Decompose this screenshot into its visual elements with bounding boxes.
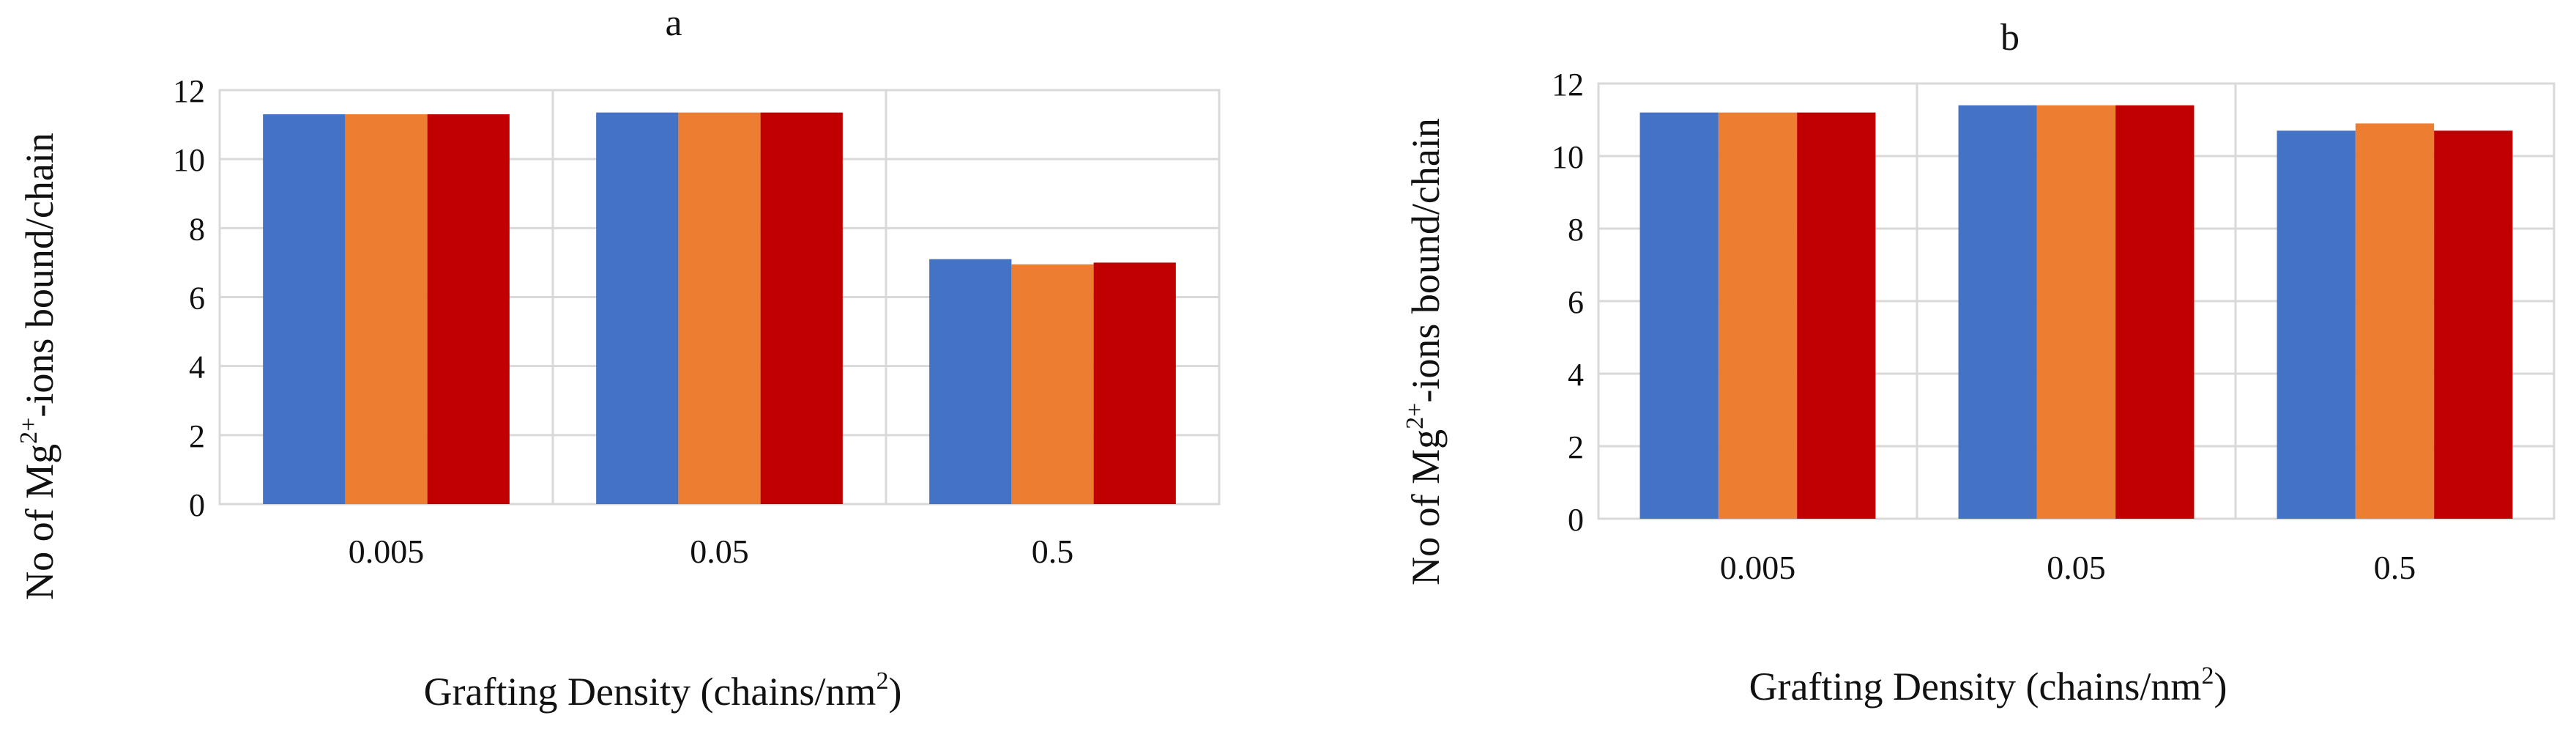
chart-b-y-tick-label: 6 [1568,284,1584,320]
chart-a-y-tick-label: 6 [189,281,205,317]
chart-b-bar [1718,112,1798,519]
chart-a-bar [596,112,679,504]
chart-b-bar [2434,130,2513,519]
chart-a-y-axis-label-main: No of Mg [18,444,62,600]
chart-a-y-tick-label: 8 [189,211,205,247]
chart-b-y-tick-labels: 0 2 4 6 8 10 12 [1552,67,1584,538]
chart-a-x-tick-label: 0.5 [1032,533,1074,570]
chart-b-x-axis-label-main: Grafting Density (chains/nm [1749,665,2202,708]
chart-a-x-tick-label: 0.005 [349,533,425,570]
chart-b-bar [2277,130,2356,519]
chart-b-bar [2115,105,2195,519]
chart-panel-a: 0 2 4 6 8 10 12 0.005 0.05 0.5 a No of Mg2+-ions… [0,0,1289,736]
chart-b-bar [1958,105,2037,519]
chart-a-x-axis-label: Grafting Density (chains/nm2) [424,667,902,714]
chart-a-x-axis-label-end: ) [888,670,901,714]
chart-b-bars [1639,105,2513,519]
chart-b-x-axis-label-sup: 2 [2201,662,2214,689]
chart-b-bar [1797,112,1876,519]
chart-a-y-axis-label-end: -ions bound/chain [18,133,62,417]
chart-a-y-tick-label: 12 [173,73,205,109]
chart-b-y-tick-label: 2 [1568,429,1584,465]
chart-a-bar [427,114,510,505]
chart-b-y-tick-label: 8 [1568,212,1584,248]
chart-b-x-axis-label-end: ) [2214,665,2227,708]
chart-a-x-tick-label: 0.05 [690,533,749,570]
chart-b-y-tick-label: 12 [1552,67,1584,103]
chart-a-x-axis-label-main: Grafting Density (chains/nm [424,670,876,714]
chart-b-title: b [2000,17,2020,59]
chart-a-bar [929,259,1012,504]
chart-a-y-axis-label: No of Mg2+-ions bound/chain [15,133,62,600]
chart-a-bar [263,114,346,505]
chart-a-title: a [665,2,682,44]
chart-panel-b: 0 2 4 6 8 10 12 0.005 0.05 0.5 b No of Mg2+-ions… [1289,0,2576,736]
chart-b-y-tick-label: 0 [1568,502,1584,538]
chart-a-x-axis-label-sup: 2 [876,667,888,695]
chart-a-y-tick-label: 2 [189,418,205,454]
chart-b-bar [2036,105,2116,519]
chart-a-bar [1093,262,1176,504]
chart-a-bar [345,114,428,505]
chart-b-y-axis-label-main: No of Mg [1404,429,1448,585]
chart-b-x-tick-labels: 0.005 0.05 0.5 [1720,549,2416,586]
chart-a-bars [263,112,1176,505]
chart-a-y-tick-label: 0 [189,487,205,523]
chart-a-bar [760,112,843,504]
chart-b-bar [2355,123,2435,519]
chart-b-x-tick-label: 0.05 [2047,549,2106,586]
chart-a: 0 2 4 6 8 10 12 0.005 0.05 0.5 a No of Mg2+-ions… [15,2,1221,714]
chart-a-y-tick-label: 4 [189,349,205,385]
chart-a-bar [1011,264,1094,504]
chart-b-y-tick-label: 4 [1568,357,1584,393]
chart-a-bar [678,112,761,504]
chart-b-x-tick-label: 0.005 [1720,549,1796,586]
chart-b-bar [1639,112,1719,519]
chart-a-y-tick-labels: 0 2 4 6 8 10 12 [173,73,205,523]
chart-b-y-axis-label-end: -ions bound/chain [1404,118,1448,402]
chart-b-x-tick-label: 0.5 [2374,549,2416,586]
chart-a-y-axis-label-sup: 2+ [15,418,42,444]
chart-b-y-tick-label: 10 [1552,139,1584,175]
chart-b: 0 2 4 6 8 10 12 0.005 0.05 0.5 b No of Mg2+-ions… [1401,17,2555,708]
chart-a-x-tick-labels: 0.005 0.05 0.5 [349,533,1074,570]
chart-a-y-tick-label: 10 [173,142,205,178]
chart-b-x-axis-label: Grafting Density (chains/nm2) [1749,662,2227,708]
chart-b-y-axis-label-sup: 2+ [1401,403,1429,429]
chart-b-y-axis-label: No of Mg2+-ions bound/chain [1401,118,1448,585]
